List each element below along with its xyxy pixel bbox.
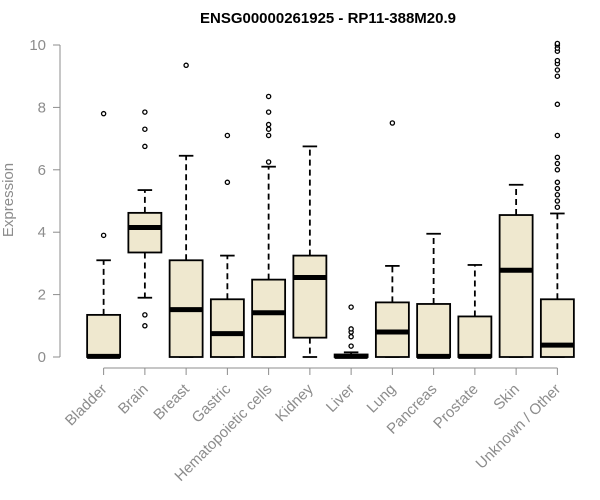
box-lung: [374, 120, 410, 358]
outlier-point: [142, 143, 148, 150]
outlier-point: [100, 110, 107, 117]
outlier-point: [554, 198, 561, 204]
outlier-point: [554, 57, 561, 64]
outlier-point: [224, 132, 231, 139]
y-axis: 0 2 4 6 8 10: [29, 37, 61, 366]
outlier-point: [554, 73, 561, 79]
outlier-point: [265, 109, 272, 115]
y-tick-label: 2: [38, 287, 46, 304]
outlier-point: [554, 154, 561, 161]
outlier-point: [554, 40, 561, 47]
outlier-point: [554, 204, 561, 210]
outlier-point: [183, 62, 189, 69]
iqr-box: [457, 315, 493, 358]
x-tick-label: Prostate: [430, 381, 482, 433]
y-tick-label: 6: [38, 162, 46, 179]
iqr-box: [498, 214, 534, 358]
y-tick-label: 4: [38, 224, 46, 241]
outlier-point: [348, 333, 354, 340]
outlier-point: [348, 326, 354, 332]
outlier-point: [554, 160, 561, 167]
box-kidney: [292, 145, 328, 358]
y-axis-label: Expression: [0, 163, 17, 237]
outlier-point: [224, 179, 231, 186]
box-pancreas: [416, 232, 452, 359]
outlier-point: [554, 179, 561, 186]
boxes-group: [86, 40, 575, 359]
outlier-point: [142, 312, 148, 318]
y-tick-label: 8: [38, 99, 46, 116]
outlier-point: [265, 121, 272, 128]
x-tick-label: Bladder: [62, 381, 111, 430]
y-tick-label: 0: [38, 349, 46, 366]
outlier-point: [554, 167, 561, 173]
outlier-point: [554, 132, 561, 139]
outlier-point: [554, 192, 561, 198]
iqr-box: [86, 313, 122, 358]
box-liver: [333, 304, 369, 359]
box-skin: [498, 183, 534, 358]
y-tick-label: 10: [29, 37, 46, 54]
outlier-point: [265, 132, 272, 139]
outlier-point: [142, 323, 148, 329]
iqr-box: [292, 254, 328, 339]
outlier-point: [348, 343, 354, 349]
box-prostate: [457, 264, 493, 359]
outlier-point: [389, 120, 396, 126]
iqr-box: [251, 278, 287, 358]
x-tick-label: Lung: [364, 381, 400, 417]
x-tick-label: Skin: [490, 381, 523, 414]
box-hematopoietic-cells: [251, 93, 287, 358]
outlier-point: [142, 109, 148, 115]
outlier-point: [554, 67, 561, 73]
iqr-box: [539, 298, 575, 358]
box-bladder: [86, 110, 122, 359]
iqr-box: [209, 298, 245, 358]
outlier-point: [348, 304, 354, 310]
x-tick-label: Kidney: [272, 380, 317, 425]
iqr-box: [416, 303, 452, 358]
x-tick-label: Liver: [323, 381, 358, 416]
outlier-point: [554, 185, 561, 192]
outlier-point: [142, 126, 148, 132]
iqr-box: [127, 211, 163, 254]
x-tick-label: Breast: [150, 380, 193, 423]
outlier-point: [265, 159, 272, 165]
x-tick-label: Brain: [115, 381, 152, 418]
box-brain: [127, 109, 163, 329]
box-unknown-other: [539, 40, 575, 358]
chart-title: ENSG00000261925 - RP11-388M20.9: [200, 10, 456, 27]
box-breast: [168, 62, 204, 358]
outlier-point: [554, 101, 561, 108]
outlier-point: [265, 93, 272, 100]
box-gastric: [209, 132, 245, 358]
outlier-point: [100, 232, 107, 239]
outlier-point: [265, 126, 272, 132]
